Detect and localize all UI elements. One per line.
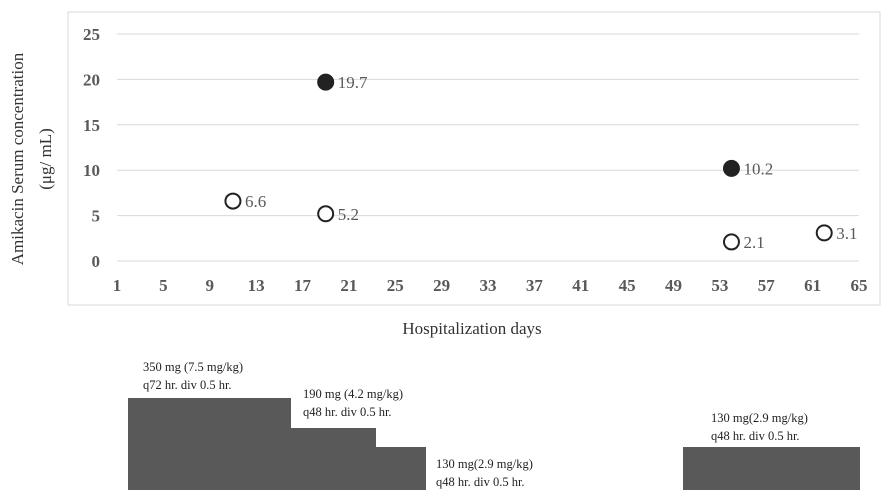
dose-label-2-amount: 190 mg (4.2 mg/kg) [303, 387, 403, 401]
x-tick-label: 29 [433, 276, 450, 295]
dose-bar-2 [290, 428, 376, 490]
x-tick-label: 49 [665, 276, 682, 295]
data-label: 6.6 [245, 192, 266, 211]
open-data-point [722, 233, 740, 251]
x-tick-label: 17 [294, 276, 312, 295]
y-tick-label: 10 [83, 161, 100, 180]
dose-label-3-amount: 130 mg(2.9 mg/kg) [436, 457, 533, 471]
chart-frame [67, 11, 881, 306]
x-tick-label: 45 [619, 276, 636, 295]
x-tick-label: 25 [387, 276, 404, 295]
dose-label-1-amount: 350 mg (7.5 mg/kg) [143, 360, 243, 374]
dose-bar-3 [375, 447, 426, 490]
dose-bar-1 [128, 398, 291, 490]
data-label: 10.2 [743, 159, 773, 178]
x-tick-label: 57 [758, 276, 776, 295]
x-tick-label: 61 [804, 276, 821, 295]
x-tick-label: 21 [340, 276, 357, 295]
x-tick-label: 37 [526, 276, 544, 295]
open-data-point [815, 224, 833, 242]
open-data-point [224, 192, 242, 210]
data-label: 2.1 [743, 233, 764, 252]
data-points: 19.7 10.2 6.6 5.2 2.1 3.1 [224, 73, 857, 252]
dose-label-4-amount: 130 mg(2.9 mg/kg) [711, 411, 808, 425]
filled-data-point [317, 73, 335, 91]
x-tick-label: 65 [851, 276, 868, 295]
data-label: 3.1 [836, 224, 857, 243]
y-tick-label: 25 [83, 25, 100, 44]
x-tick-label: 41 [572, 276, 589, 295]
x-axis-title: Hospitalization days [402, 319, 541, 338]
dose-bar-4 [683, 447, 860, 490]
x-tick-label: 9 [206, 276, 215, 295]
y-tick-label: 15 [83, 116, 100, 135]
y-axis-title-line2: (μg/ mL) [36, 128, 55, 190]
y-tick-label: 5 [92, 207, 101, 226]
y-tick-label: 20 [83, 70, 100, 89]
dose-label-2-schedule: q48 hr. div 0.5 hr. [303, 405, 392, 419]
y-tick-label: 0 [92, 252, 101, 271]
filled-data-point [722, 159, 740, 177]
dose-label-3-schedule: q48 hr. div 0.5 hr. [436, 475, 525, 489]
data-label: 19.7 [338, 73, 368, 92]
y-axis-title-line1: Amikacin Serum concentration [8, 52, 27, 265]
dose-label-4-schedule: q48 hr. div 0.5 hr. [711, 429, 800, 443]
dose-label-2: 190 mg (4.2 mg/kg) q48 hr. div 0.5 hr. [303, 385, 403, 421]
x-tick-label: 1 [113, 276, 122, 295]
dose-label-4: 130 mg(2.9 mg/kg) q48 hr. div 0.5 hr. [711, 409, 808, 445]
dose-label-1-schedule: q72 hr. div 0.5 hr. [143, 378, 232, 392]
open-data-point [317, 205, 335, 223]
x-tick-label: 5 [159, 276, 168, 295]
gridlines [117, 33, 859, 262]
x-tick-label: 33 [480, 276, 497, 295]
data-label: 5.2 [338, 205, 359, 224]
x-tick-label: 53 [711, 276, 728, 295]
dose-label-1: 350 mg (7.5 mg/kg) q72 hr. div 0.5 hr. [143, 358, 243, 394]
x-tick-label: 13 [248, 276, 265, 295]
dose-label-3: 130 mg(2.9 mg/kg) q48 hr. div 0.5 hr. [436, 455, 533, 491]
